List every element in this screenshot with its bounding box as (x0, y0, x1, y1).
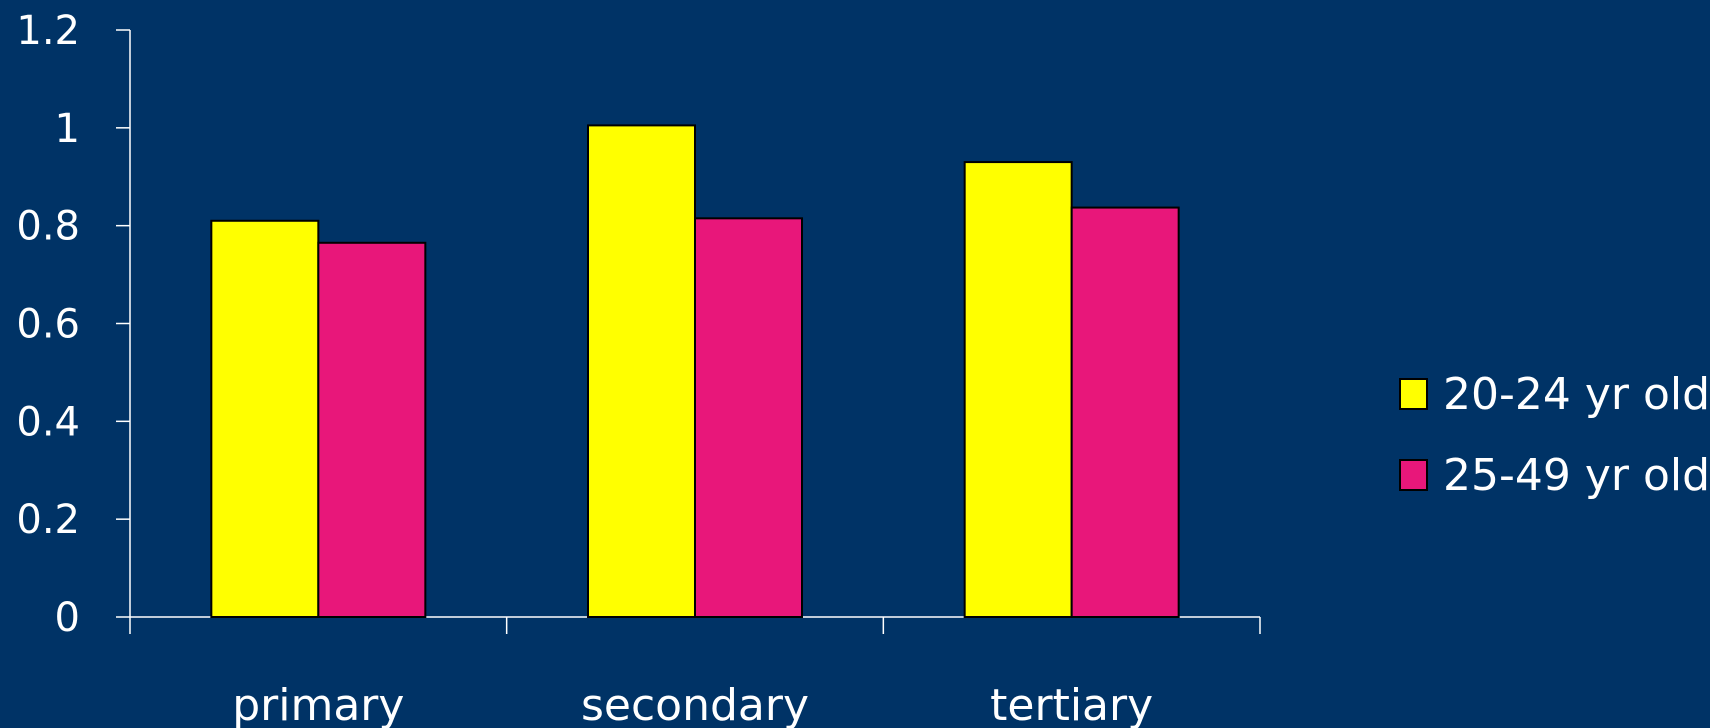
bar-secondary-series-1 (587, 124, 696, 618)
legend-label: 25-49 yr old (1443, 450, 1710, 501)
category-label: secondary (581, 680, 809, 728)
bars (210, 124, 1180, 618)
bar-secondary-series-2 (694, 217, 803, 618)
category-label: primary (232, 680, 404, 728)
legend-swatch (1399, 378, 1428, 410)
category-labels: primary secondary tertiary (232, 680, 1153, 728)
bar-primary-series-1 (210, 219, 320, 618)
legend-swatch (1399, 459, 1428, 491)
y-tick-label: 0 (55, 595, 80, 641)
bar-tertiary-series-2 (1070, 206, 1180, 618)
y-tick-label: 0.4 (16, 399, 80, 445)
y-tick-label: 0.2 (16, 497, 80, 543)
y-axis: 0 0.2 0.4 0.6 0.8 1 1.2 (16, 8, 131, 641)
y-tick-label: 1 (55, 106, 80, 152)
y-tick-label: 0.6 (16, 302, 80, 348)
bar-primary-series-2 (317, 241, 427, 618)
y-tick-label: 1.2 (16, 8, 80, 54)
legend: 20-24 yr old 25-49 yr old (1399, 369, 1710, 501)
bar-tertiary-series-1 (963, 161, 1073, 618)
x-axis (129, 616, 1261, 634)
category-label: tertiary (990, 680, 1153, 728)
y-tick-label: 0.8 (16, 204, 80, 250)
legend-label: 20-24 yr old (1443, 369, 1710, 420)
